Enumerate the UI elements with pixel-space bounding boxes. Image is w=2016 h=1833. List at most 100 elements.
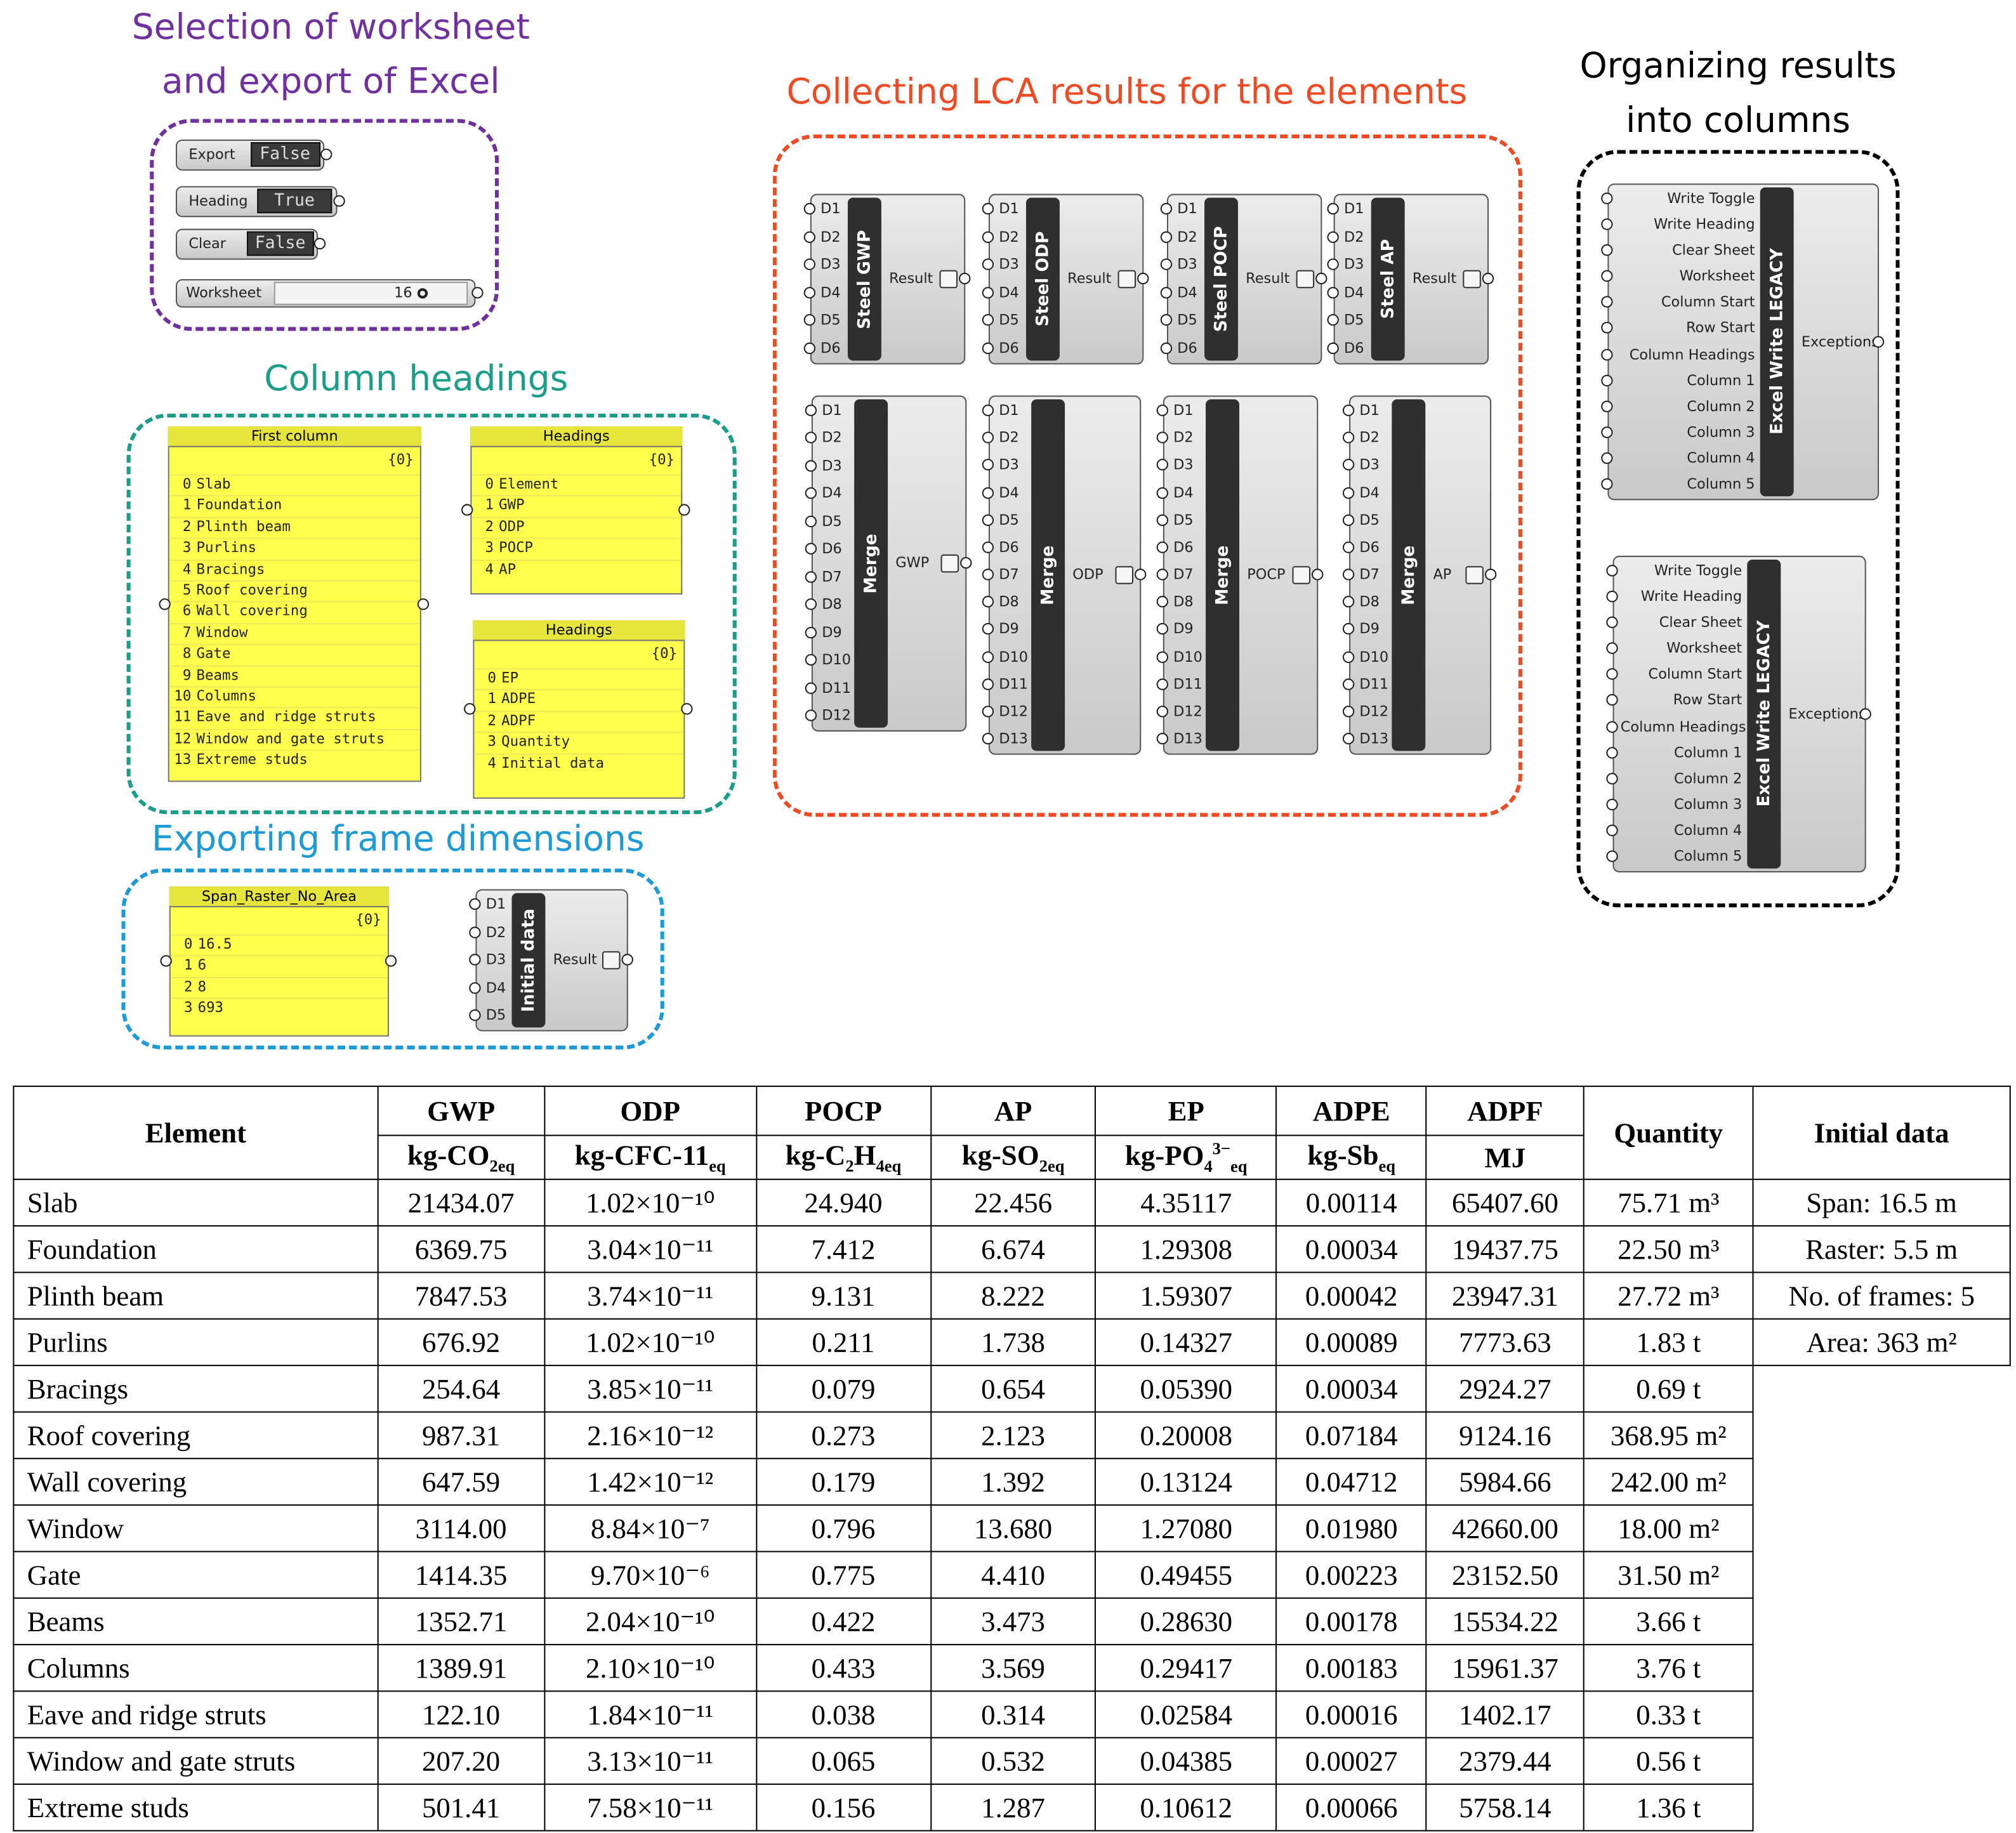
port xyxy=(1156,486,1168,499)
input-label: Column 3 xyxy=(1687,423,1755,441)
input-label: D3 xyxy=(1173,456,1194,474)
data-cell: 0.04712 xyxy=(1275,1457,1427,1506)
port xyxy=(803,286,816,299)
data-cell: 0.179 xyxy=(755,1457,932,1506)
panel-row xyxy=(170,934,388,956)
unit-part: 4 xyxy=(1204,1155,1213,1176)
data-cell: Plinth beam xyxy=(13,1271,379,1320)
port xyxy=(982,286,994,299)
panel-index: 3 xyxy=(183,999,193,1016)
data-cell: Beams xyxy=(13,1597,379,1646)
component xyxy=(1163,395,1319,755)
data-cell: 207.20 xyxy=(377,1737,545,1785)
data-cell: Slab xyxy=(13,1178,379,1227)
data-cell: 0.00042 xyxy=(1275,1271,1427,1320)
component-name: Steel GWP xyxy=(855,229,874,329)
panel-item: Purlins xyxy=(196,539,256,556)
input-label: Worksheet xyxy=(1679,268,1755,285)
input-label: D5 xyxy=(999,312,1019,329)
port xyxy=(805,515,817,527)
input-label: D7 xyxy=(1173,566,1194,583)
data-cell: 3.04×10⁻¹¹ xyxy=(543,1225,757,1273)
component-name: Steel AP xyxy=(1378,239,1398,319)
input-label: D11 xyxy=(822,679,851,696)
panel-row xyxy=(471,474,682,496)
panel-item: Window xyxy=(196,624,248,641)
port xyxy=(1606,850,1618,862)
data-cell: 0.14327 xyxy=(1095,1318,1277,1367)
port xyxy=(1606,565,1618,577)
panel-row xyxy=(169,601,420,622)
port xyxy=(1156,732,1168,745)
output-icon xyxy=(602,951,621,969)
port xyxy=(803,202,816,215)
port xyxy=(803,258,816,271)
data-cell: 1352.71 xyxy=(377,1597,545,1646)
data-cell: 6369.75 xyxy=(377,1225,545,1273)
port xyxy=(803,314,816,327)
output-icon xyxy=(1292,566,1311,584)
port xyxy=(1606,798,1618,810)
data-cell: 0.00034 xyxy=(1275,1225,1427,1273)
output-label: ODP xyxy=(1072,566,1104,583)
port xyxy=(982,258,994,271)
unit-part: kg-SO xyxy=(961,1138,1039,1171)
input-label: Row Start xyxy=(1686,320,1755,337)
input-label: Worksheet xyxy=(1666,640,1743,657)
panel-row xyxy=(170,976,388,998)
toggle-value: False xyxy=(250,142,320,167)
component xyxy=(1612,555,1866,872)
toggle-label: Clear xyxy=(188,235,226,253)
panel-header: Headings xyxy=(470,426,683,447)
port xyxy=(982,230,994,243)
panel-item: Beams xyxy=(196,666,240,683)
input-label: D6 xyxy=(822,541,842,558)
data-cell: 1.29308 xyxy=(1095,1225,1277,1273)
data-cell: Window and gate struts xyxy=(13,1737,379,1785)
input-label: Clear Sheet xyxy=(1672,242,1755,259)
port xyxy=(1606,772,1618,784)
port xyxy=(805,709,817,721)
unit-part: kg-PO xyxy=(1124,1138,1204,1171)
group-title: Exporting frame dimensions xyxy=(151,819,645,860)
data-cell: 0.314 xyxy=(930,1690,1097,1738)
data-cell: 9124.16 xyxy=(1425,1411,1585,1459)
data-cell: 42660.00 xyxy=(1425,1504,1585,1553)
input-label: D4 xyxy=(999,483,1019,501)
port xyxy=(1342,404,1355,416)
data-cell: 9.131 xyxy=(755,1271,932,1320)
panel-item: ODP xyxy=(499,518,525,535)
panel-index: 13 xyxy=(174,751,192,768)
data-cell: 0.079 xyxy=(755,1365,932,1413)
data-cell: 0.775 xyxy=(755,1551,932,1599)
port xyxy=(1315,272,1328,285)
port xyxy=(1156,459,1168,471)
input-label: D1 xyxy=(1343,200,1364,218)
port xyxy=(1156,596,1168,608)
data-cell: 3.66 t xyxy=(1583,1597,1754,1646)
input-label: D1 xyxy=(1173,402,1194,419)
port xyxy=(982,404,994,416)
port xyxy=(982,732,994,745)
port xyxy=(1160,286,1173,299)
port xyxy=(160,955,172,967)
input-label: D3 xyxy=(1343,256,1364,273)
port xyxy=(803,230,816,243)
data-cell: 13.680 xyxy=(930,1504,1097,1553)
data-cell: 0.69 t xyxy=(1583,1365,1754,1413)
data-cell: 0.00066 xyxy=(1275,1784,1427,1832)
port xyxy=(1342,732,1355,745)
input-label: D3 xyxy=(999,256,1019,273)
port xyxy=(1601,244,1613,256)
data-cell: 0.796 xyxy=(755,1504,932,1553)
port xyxy=(464,703,476,715)
input-label: D8 xyxy=(999,593,1019,610)
output-label: POCP xyxy=(1247,566,1286,583)
data-cell: 1389.91 xyxy=(377,1644,545,1692)
component xyxy=(1166,194,1322,365)
input-label: D1 xyxy=(820,200,841,218)
group-title: and export of Excel xyxy=(162,62,500,102)
input-label: D8 xyxy=(1173,593,1194,610)
panel-index: 4 xyxy=(487,754,497,772)
port xyxy=(805,681,817,693)
